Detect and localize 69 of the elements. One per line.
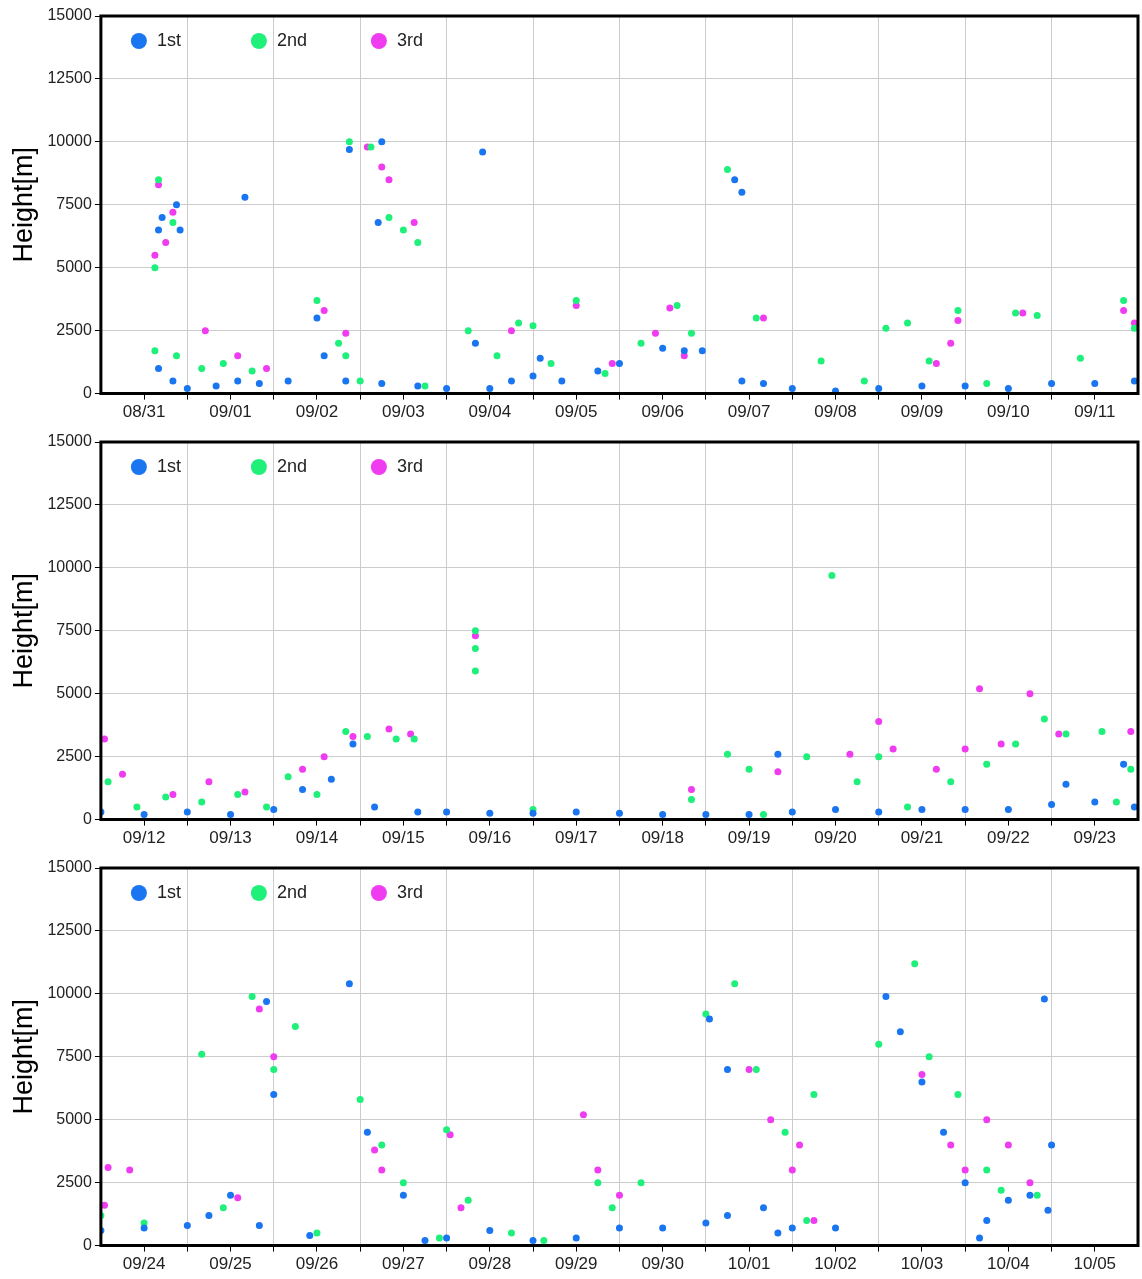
x-tick-label: 09/16 xyxy=(468,828,512,848)
legend-label: 2nd xyxy=(276,455,307,476)
y-tick-label: 10000 xyxy=(47,984,92,1002)
x-tick-label: 09/30 xyxy=(641,1254,684,1274)
x-tick-label: 09/04 xyxy=(468,402,512,422)
y-tick-label: 2500 xyxy=(56,1173,92,1191)
legend-label: 3rd xyxy=(396,29,423,50)
y-tick-label: 5000 xyxy=(56,1110,92,1128)
x-tick-label: 09/12 xyxy=(122,828,166,848)
x-tick-label: 09/25 xyxy=(209,1254,252,1274)
y-tick-label: 7500 xyxy=(56,195,92,213)
x-tick-label: 10/03 xyxy=(900,1254,944,1274)
x-tick-label: 09/05 xyxy=(554,402,598,422)
x-tick-label: 09/27 xyxy=(382,1254,425,1274)
y-tick-label: 5000 xyxy=(56,258,92,276)
y-axis-title: Height[m] xyxy=(7,573,38,689)
x-tick-label: 09/11 xyxy=(1074,402,1116,422)
y-tick-label: 0 xyxy=(82,1236,92,1254)
x-tick-label: 09/29 xyxy=(554,1254,598,1274)
y-axis-title: Height[m] xyxy=(7,999,38,1115)
y-tick-label: 0 xyxy=(82,384,92,402)
y-tick-label: 5000 xyxy=(56,684,92,702)
x-tick-label: 09/23 xyxy=(1073,828,1117,848)
x-tick-label: 10/04 xyxy=(987,1254,1030,1274)
x-tick-label: 09/07 xyxy=(727,402,771,422)
y-tick-label: 2500 xyxy=(56,747,92,765)
x-tick-label: 10/01 xyxy=(727,1254,771,1274)
legend-label: 2nd xyxy=(276,881,307,902)
x-tick-label: 09/02 xyxy=(295,402,339,422)
x-tick-label: 09/01 xyxy=(209,402,252,422)
y-tick-label: 10000 xyxy=(47,558,92,576)
legend-label: 3rd xyxy=(396,455,423,476)
x-tick-label: 09/03 xyxy=(382,402,425,422)
x-tick-label: 09/20 xyxy=(814,828,857,848)
y-tick-label: 12500 xyxy=(47,69,92,87)
y-tick-label: 0 xyxy=(82,810,92,828)
x-tick-label: 09/06 xyxy=(641,402,684,422)
y-tick-label: 7500 xyxy=(56,621,92,639)
x-tick-label: 09/22 xyxy=(987,828,1030,848)
legend-label: 1st xyxy=(156,29,181,50)
x-tick-label: 09/09 xyxy=(900,402,944,422)
x-tick-label: 10/05 xyxy=(1073,1254,1117,1274)
x-tick-label: 09/14 xyxy=(295,828,339,848)
x-tick-label: 09/21 xyxy=(900,828,944,848)
x-tick-label: 08/31 xyxy=(122,402,166,422)
y-tick-label: 12500 xyxy=(47,495,92,513)
y-tick-label: 7500 xyxy=(56,1047,92,1065)
x-tick-label: 09/13 xyxy=(209,828,252,848)
x-tick-label: 10/02 xyxy=(814,1254,857,1274)
legend-label: 1st xyxy=(156,881,181,902)
legend-label: 2nd xyxy=(276,29,307,50)
x-tick-label: 09/26 xyxy=(295,1254,339,1274)
x-tick-label: 09/15 xyxy=(382,828,425,848)
y-tick-label: 2500 xyxy=(56,321,92,339)
x-tick-label: 09/08 xyxy=(814,402,857,422)
x-tick-label: 09/24 xyxy=(122,1254,166,1274)
y-tick-label: 15000 xyxy=(47,858,92,876)
y-axis-title: Height[m] xyxy=(7,147,38,263)
y-tick-label: 15000 xyxy=(47,432,92,450)
y-tick-label: 10000 xyxy=(47,132,92,150)
y-tick-label: 15000 xyxy=(47,6,92,24)
x-tick-label: 09/19 xyxy=(727,828,771,848)
legend-label: 3rd xyxy=(396,881,423,902)
x-tick-label: 09/10 xyxy=(987,402,1030,422)
y-tick-label: 12500 xyxy=(47,921,92,939)
x-tick-label: 09/18 xyxy=(641,828,684,848)
x-tick-label: 09/17 xyxy=(554,828,598,848)
x-tick-label: 09/28 xyxy=(468,1254,512,1274)
legend-label: 1st xyxy=(156,455,181,476)
